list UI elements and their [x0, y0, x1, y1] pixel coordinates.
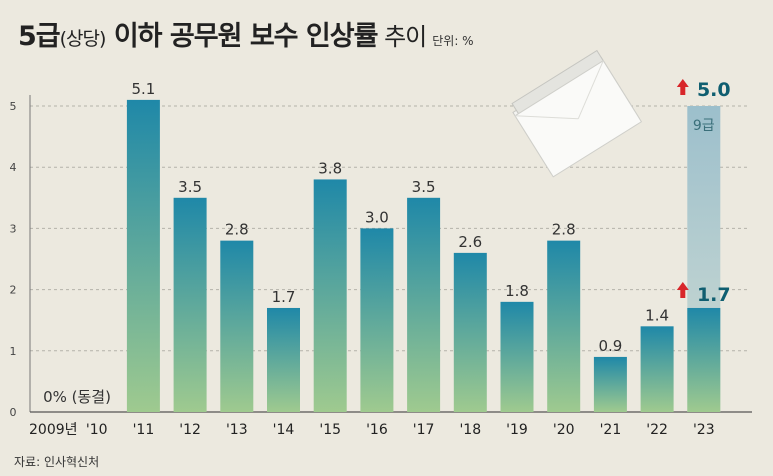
x-tick-label: '20: [553, 422, 575, 438]
x-tick-label: '15: [319, 422, 341, 438]
highlight-annotations: 5.0 9급 1.7: [676, 79, 731, 306]
bar: [593, 356, 627, 412]
freeze-label: 0% (동결): [43, 388, 111, 406]
data-label: 3.5: [412, 178, 436, 196]
title-tail: 추이: [377, 23, 427, 51]
bar: [687, 307, 721, 412]
data-label: 0.9: [598, 337, 622, 355]
x-tick-label: '10: [86, 422, 108, 438]
bars: [126, 99, 721, 412]
x-tick-label: '17: [413, 422, 435, 438]
data-label: 2.6: [458, 233, 482, 251]
bar: [267, 307, 300, 412]
title-rest: 이하 공무원 보수 인상률: [105, 21, 379, 52]
x-tick-label: '18: [459, 422, 481, 438]
title-sub: (상당): [59, 28, 107, 50]
x-tick-label: '19: [506, 422, 528, 438]
x-tick-label: '23: [693, 422, 715, 438]
source-note: 자료: 인사혁신처: [14, 455, 100, 469]
bar: [407, 197, 441, 412]
bar: [360, 228, 394, 412]
bar: [500, 301, 534, 412]
bar: [313, 179, 347, 412]
arrow-up-icon: [676, 79, 689, 95]
data-label: 2.8: [225, 221, 249, 239]
data-label: 1.4: [645, 306, 669, 324]
value-label-23: 1.7: [697, 284, 731, 306]
y-tick-label: 4: [10, 161, 17, 174]
envelope-illustration: [511, 49, 643, 178]
unit-label: 단위: %: [432, 34, 474, 48]
x-tick-label: 2009년: [29, 422, 78, 438]
bar: [220, 240, 254, 412]
y-tick-label: 5: [10, 100, 17, 113]
data-label: 3.5: [178, 178, 202, 196]
data-label: 5.1: [131, 80, 155, 98]
x-tick-label: '16: [366, 422, 388, 438]
title-main: 5급: [18, 21, 61, 52]
data-label: 2.8: [552, 221, 576, 239]
bar: [453, 252, 487, 412]
x-tick-label: '21: [600, 422, 622, 438]
data-labels: 5.1 3.5 2.8 1.7 3.8 3.0 3.5 2.6 1.8 2.8 0.9 1.4 0% (…: [43, 80, 669, 406]
data-label: 1.7: [272, 288, 296, 306]
y-tick-label: 0: [10, 406, 17, 419]
data-label: 3.0: [365, 208, 389, 226]
y-tick-label: 1: [10, 345, 17, 358]
y-tick-label: 3: [10, 222, 17, 235]
data-label: 3.8: [318, 159, 342, 177]
grade9-series-label: 9급: [693, 118, 715, 134]
data-label: 1.8: [505, 282, 529, 300]
bar: [173, 197, 207, 412]
grade9-value-label: 5.0: [697, 79, 731, 101]
x-tick-label: '11: [133, 422, 155, 438]
x-tick-label: '13: [226, 422, 248, 438]
chart-title: 5급(상당) 이하 공무원 보수 인상률 추이 단위: %: [18, 14, 474, 53]
x-tick-label: '14: [273, 422, 295, 438]
x-tick-label: '12: [179, 422, 201, 438]
x-axis: 2009년 '10 '11 '12 '13 '14 '15 '16 '17 '18 '19 '20 '2…: [29, 422, 715, 438]
x-tick-label: '22: [646, 422, 668, 438]
y-tick-label: 2: [10, 284, 17, 297]
bar: [126, 99, 160, 412]
bar: [640, 326, 674, 412]
arrow-up-icon: [676, 281, 689, 298]
bar: [547, 240, 581, 412]
